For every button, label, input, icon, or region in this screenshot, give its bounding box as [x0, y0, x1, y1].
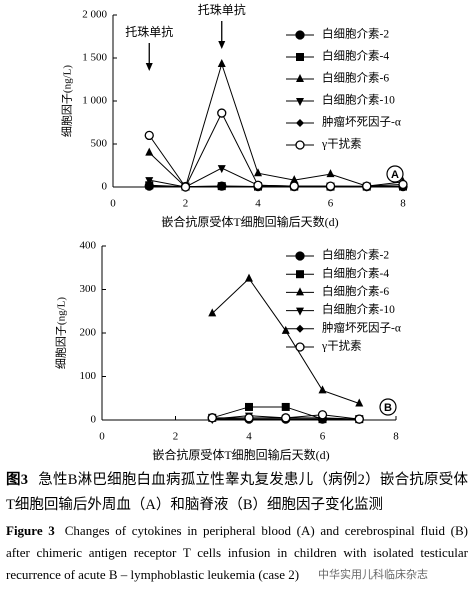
marker	[217, 108, 227, 118]
marker	[295, 140, 305, 150]
legend-label: 白细胞介素-10	[322, 302, 395, 316]
marker	[295, 30, 305, 40]
series-line	[148, 111, 404, 188]
marker	[217, 59, 226, 68]
legend-label: γ干扰素	[321, 339, 362, 353]
annotation: 托珠单抗	[198, 2, 246, 17]
panel-label: B	[384, 402, 392, 414]
marker	[245, 402, 253, 411]
marker	[281, 413, 291, 423]
marker	[208, 308, 217, 317]
caption-text: Changes of cytokines in peripheral blood…	[6, 523, 468, 582]
watermark: 中华实用儿科临床杂志	[318, 568, 428, 581]
x-axis-label: 嵌合抗原受体T细胞回输后天数(d)	[152, 447, 329, 462]
panel-label: A	[391, 169, 399, 181]
marker	[289, 181, 299, 191]
marker	[295, 342, 305, 352]
legend-label: 白细胞介素-4	[322, 266, 389, 280]
x-tick-label: 0	[99, 431, 105, 443]
marker	[145, 147, 154, 156]
marker	[296, 119, 304, 127]
marker	[296, 270, 304, 279]
caption-en: Figure 3 Changes of cytokines in peripher…	[6, 520, 468, 586]
panel-badge	[386, 165, 404, 183]
y-tick-label: 100	[80, 370, 97, 382]
legend-label: 白细胞介素-2	[322, 27, 389, 41]
marker	[296, 324, 304, 333]
marker	[296, 287, 304, 296]
legend-label: 白细胞介素-6	[322, 71, 389, 85]
arrow-head	[145, 63, 153, 71]
figure: 0 500 1 000 1 500 2 000 0 2 4 6 8 嵌合抗原受体T细胞回输后天数(d…	[55, 2, 408, 462]
x-tick-label: 2	[173, 431, 179, 443]
marker	[398, 179, 408, 190]
marker	[355, 398, 364, 407]
marker	[318, 385, 327, 394]
legend-label: 白细胞介素-4	[322, 49, 389, 63]
legend-label: 白细胞介素-6	[322, 284, 389, 298]
x-tick-label: 8	[400, 198, 406, 210]
x-tick-label: 8	[393, 431, 399, 443]
y-tick-label: 2 000	[82, 9, 107, 21]
marker	[253, 180, 263, 190]
marker	[362, 181, 372, 191]
marker	[217, 182, 226, 191]
marker	[145, 182, 154, 191]
caption-text: 急性B淋巴细胞白血病孤立性睾丸复发患儿（病例2）嵌合抗原受体T细胞回输后外周血（…	[6, 472, 469, 513]
marker	[296, 98, 304, 106]
y-tick-label: 0	[91, 414, 97, 426]
x-tick-label: 0	[110, 198, 116, 210]
caption-label: Figure 3	[6, 523, 55, 538]
marker	[244, 413, 254, 423]
marker	[144, 130, 154, 141]
y-tick-label: 200	[80, 327, 97, 339]
marker	[290, 175, 299, 184]
marker	[207, 413, 217, 423]
marker	[296, 307, 304, 316]
caption-label: 图3	[6, 472, 28, 488]
arrow-head	[218, 41, 226, 49]
series-line	[148, 62, 404, 188]
y-tick-label: 400	[80, 240, 97, 252]
legend-label: 肿瘤坏死因子-α	[322, 320, 401, 334]
x-tick-label: 4	[246, 431, 252, 443]
y-axis-label: 细胞因子(ng/L)	[55, 297, 68, 369]
panel-badge	[379, 398, 397, 416]
y-tick-label: 0	[102, 181, 108, 193]
y-tick-label: 500	[91, 138, 108, 150]
marker	[281, 402, 290, 411]
marker	[281, 325, 290, 334]
x-tick-label: 6	[320, 431, 326, 443]
caption-cn: 图3 急性B淋巴细胞白血病孤立性睾丸复发患儿（病例2）嵌合抗原受体T细胞回输后外周…	[6, 468, 468, 518]
y-tick-label: 1 000	[82, 95, 107, 107]
marker	[296, 53, 304, 61]
marker	[217, 165, 226, 174]
marker	[296, 74, 304, 82]
marker	[180, 182, 191, 192]
marker	[326, 169, 335, 178]
legend-label: 肿瘤坏死因子-α	[322, 115, 401, 129]
marker	[295, 251, 305, 261]
legend-label: γ干扰素	[321, 137, 362, 151]
legend-label: 白细胞介素-2	[322, 248, 389, 262]
x-axis-label: 嵌合抗原受体T细胞回输后天数(d)	[161, 214, 338, 229]
y-tick-label: 1 500	[82, 52, 107, 64]
marker	[317, 410, 328, 420]
marker	[354, 414, 364, 424]
y-tick-label: 300	[80, 283, 97, 295]
x-tick-label: 4	[255, 198, 261, 210]
x-tick-label: 6	[328, 198, 334, 210]
marker	[325, 181, 336, 191]
annotation: 托珠单抗	[125, 24, 173, 39]
marker	[145, 177, 154, 186]
x-tick-label: 2	[183, 198, 189, 210]
marker	[254, 168, 262, 177]
y-axis-label: 细胞因子(ng/L)	[61, 65, 74, 137]
legend-label: 白细胞介素-10	[322, 93, 395, 107]
marker	[245, 273, 253, 282]
